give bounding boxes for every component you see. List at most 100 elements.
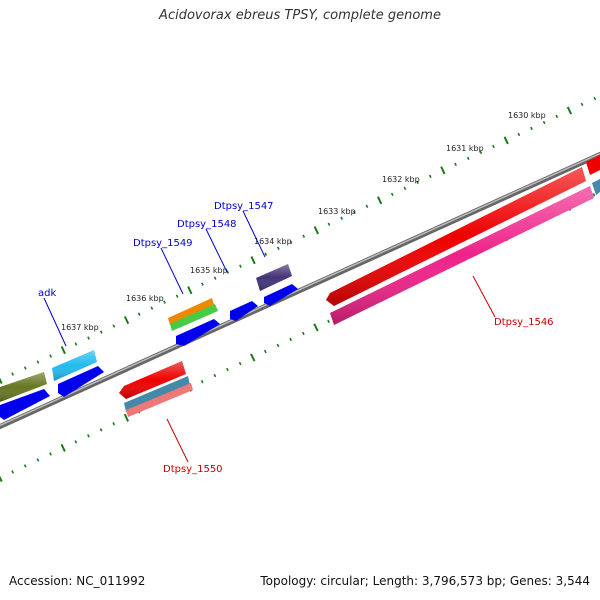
ruler-minor-tick xyxy=(403,186,407,191)
ruler-minor-tick xyxy=(112,324,116,328)
gene-label-dtpsy-1547: Dtpsy_1547 xyxy=(214,201,274,212)
ruler-minor-tick xyxy=(11,372,15,376)
ruler-major-tick xyxy=(187,286,193,295)
ruler-minor-tick xyxy=(593,96,597,101)
ruler-minor-tick xyxy=(592,193,596,197)
tick-label: 1630 kbp xyxy=(508,111,546,120)
ruler-minor-tick xyxy=(238,361,242,366)
ruler-major-tick xyxy=(0,377,3,385)
gene-label-dtpsy-1548: Dtpsy_1548 xyxy=(177,219,237,230)
ruler-major-tick xyxy=(376,196,383,205)
ruler-minor-tick xyxy=(112,422,116,426)
ruler-minor-tick xyxy=(289,337,293,342)
ruler-major-tick xyxy=(250,256,256,265)
ruler-major-tick xyxy=(313,323,319,332)
ruler-minor-tick xyxy=(466,156,470,161)
ruler-minor-tick xyxy=(479,150,483,155)
ruler-minor-tick xyxy=(74,342,78,346)
tick-label: 1637 kbp xyxy=(61,323,99,332)
ruler-minor-tick xyxy=(542,120,546,125)
ruler-minor-tick xyxy=(226,270,230,274)
ruler-major-tick xyxy=(123,316,130,325)
ruler-major-tick xyxy=(0,475,3,483)
ruler-major-tick xyxy=(123,413,130,422)
ruler-minor-tick xyxy=(201,282,204,286)
ruler-minor-tick xyxy=(163,300,166,304)
gene-label-dtpsy-1549: Dtpsy_1549 xyxy=(133,238,193,249)
accession-text: Accession: NC_011992 xyxy=(9,574,146,588)
ruler-minor-tick xyxy=(150,306,154,310)
ruler-minor-tick xyxy=(200,379,204,384)
tick-label: 1632 kbp xyxy=(382,175,420,184)
ruler-outer xyxy=(0,96,597,385)
feature-gene-pink-shade xyxy=(330,186,594,325)
ruler-minor-tick xyxy=(213,276,217,280)
ruler-major-tick xyxy=(313,226,320,235)
ruler-minor-tick xyxy=(87,434,90,438)
ruler-minor-tick xyxy=(555,114,559,119)
ruler-minor-tick xyxy=(263,349,267,354)
ruler-minor-tick xyxy=(428,174,432,179)
ruler-minor-tick xyxy=(36,360,40,364)
gene-label-adk: adk xyxy=(38,288,56,299)
ruler-minor-tick xyxy=(276,246,280,250)
ruler-minor-tick xyxy=(11,470,15,474)
feature-gene-red-edge xyxy=(586,155,600,175)
ruler-minor-tick xyxy=(302,234,306,238)
ruler-minor-tick xyxy=(226,367,229,372)
tick-label: 1636 kbp xyxy=(126,294,164,303)
ruler-minor-tick xyxy=(175,294,179,298)
feature-gene-green xyxy=(170,304,218,331)
shade xyxy=(52,350,97,381)
feature-cds-forward xyxy=(176,319,220,346)
ruler-minor-tick xyxy=(99,330,103,334)
genome-title: Acidovorax ebreus TPSY, complete genome xyxy=(159,8,441,23)
topology-summary-text: Topology: circular; Length: 3,796,573 bp… xyxy=(260,574,590,588)
feature-gene-steelblue xyxy=(124,376,190,412)
ruler-minor-tick xyxy=(416,180,419,185)
feature-gene-dtpsy-1546-shade xyxy=(326,167,586,306)
tick-label: 1634 kbp xyxy=(254,237,292,246)
ruler-minor-tick xyxy=(23,464,27,468)
ruler-major-tick xyxy=(250,353,256,362)
tick-label: 1635 kbp xyxy=(190,266,228,275)
ruler-major-tick xyxy=(440,166,446,175)
ruler-minor-tick xyxy=(239,264,242,268)
ruler-minor-tick xyxy=(340,216,344,220)
gene-label-dtpsy-1546: Dtpsy_1546 xyxy=(494,317,554,328)
ruler-minor-tick xyxy=(301,331,305,336)
ruler-minor-tick xyxy=(390,192,394,197)
ruler-minor-tick xyxy=(327,222,331,226)
ruler-minor-tick xyxy=(49,354,53,358)
ruler-minor-tick xyxy=(87,336,90,340)
ruler-minor-tick xyxy=(99,428,103,432)
feature-gene-steelblue-edge xyxy=(592,179,600,195)
tick-label: 1633 kbp xyxy=(318,207,356,216)
ruler-minor-tick xyxy=(36,458,40,462)
ruler-major-tick xyxy=(566,106,573,115)
feature-cds-forward xyxy=(0,389,50,420)
ruler-minor-tick xyxy=(264,252,268,256)
ruler-minor-tick xyxy=(289,240,293,244)
ruler-minor-tick xyxy=(580,102,584,107)
ruler-major-tick xyxy=(60,443,66,452)
leader-adk xyxy=(43,297,67,347)
ruler-major-tick xyxy=(60,345,66,355)
shade xyxy=(256,264,292,291)
leader-dtpsy-1547 xyxy=(242,210,266,258)
ruler-minor-tick xyxy=(276,343,280,348)
ruler-minor-tick xyxy=(137,312,141,316)
feature-cds-forward xyxy=(264,284,298,306)
tick-label: 1631 kbp xyxy=(446,144,484,153)
feature-cds-forward xyxy=(58,366,104,397)
ruler-major-tick xyxy=(503,136,509,145)
ruler-minor-tick xyxy=(454,162,457,167)
ruler-minor-tick xyxy=(74,440,78,444)
ruler-minor-tick xyxy=(23,366,27,370)
gene-label-dtpsy-1550: Dtpsy_1550 xyxy=(163,464,223,475)
ruler-minor-tick xyxy=(530,126,533,131)
leader-dtpsy-1548 xyxy=(205,228,228,273)
feature-cds-forward xyxy=(230,301,258,321)
ruler-minor-tick xyxy=(352,210,356,214)
